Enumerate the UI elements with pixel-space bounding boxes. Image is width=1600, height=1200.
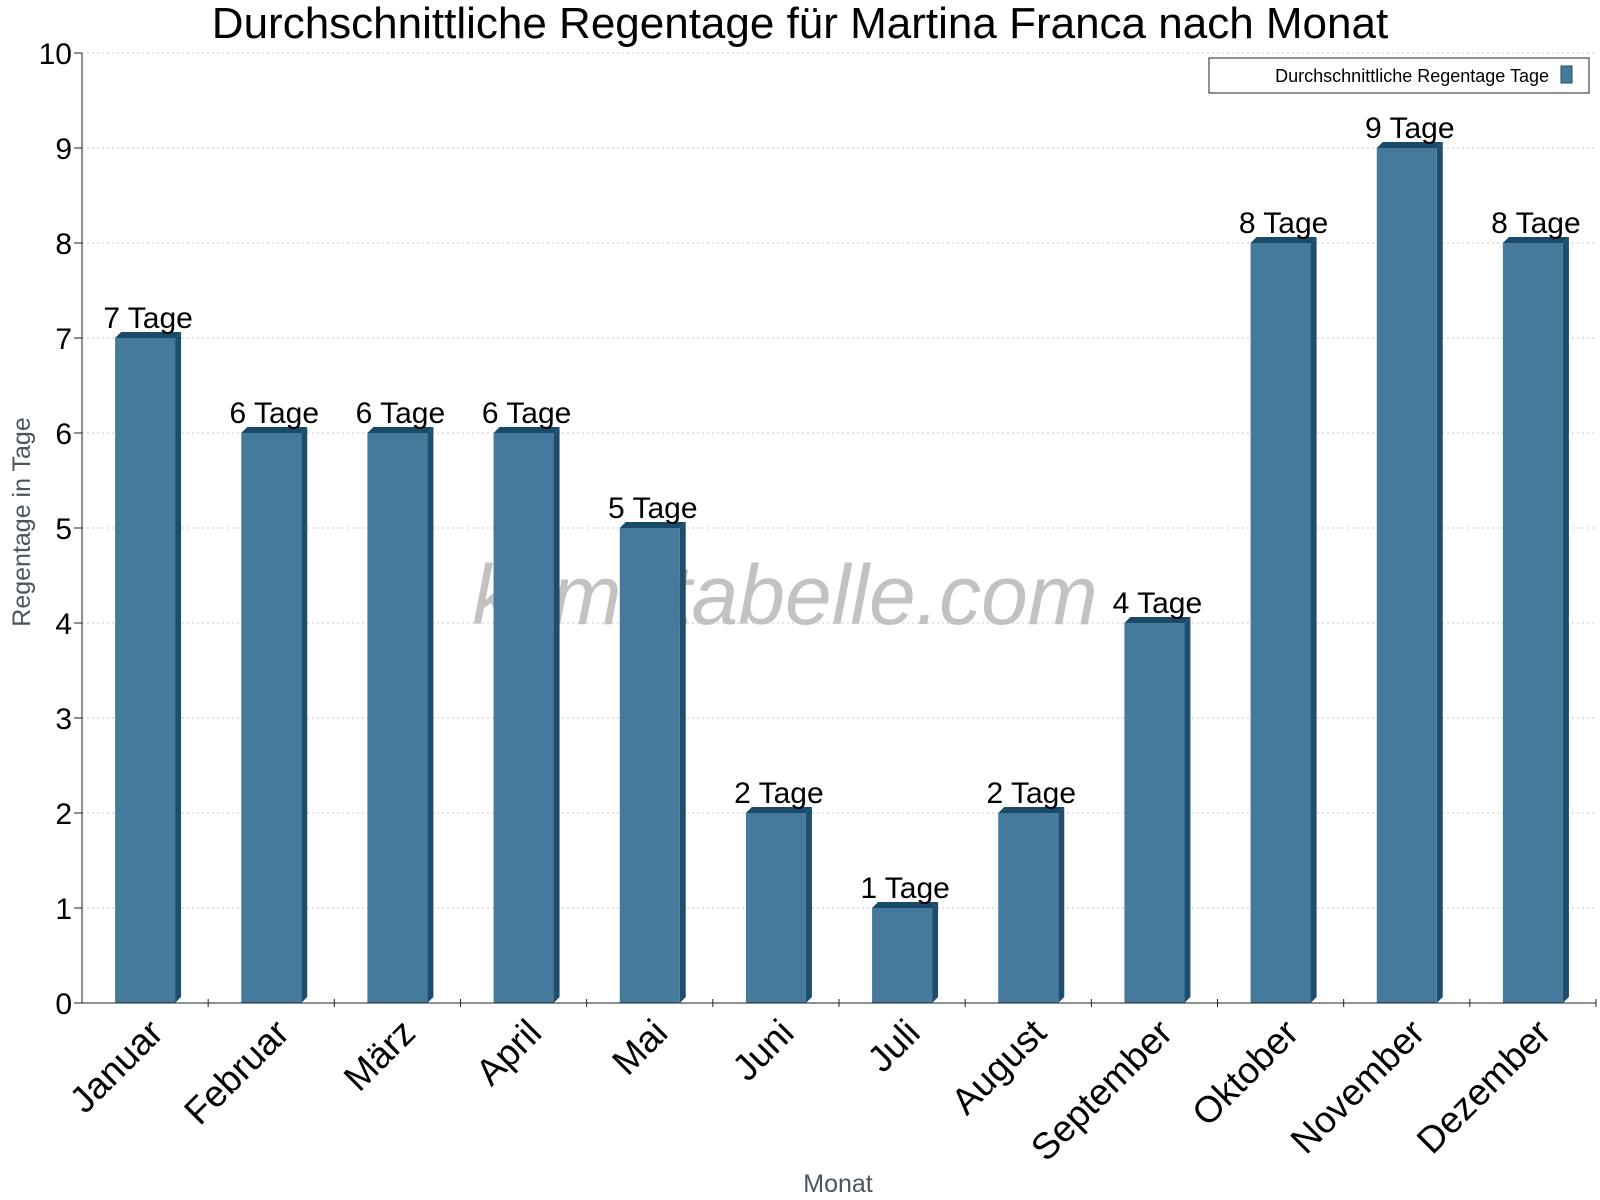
data-label: 2 Tage [734,777,824,810]
data-label: 8 Tage [1239,207,1329,240]
bar-side [679,522,686,1003]
bar-top [1502,237,1569,243]
data-label: 6 Tage [229,397,319,430]
y-tick-label: 4 [55,608,72,641]
bar-top [493,427,560,433]
x-tick-label: Mai [604,1012,675,1083]
data-label: 2 Tage [986,777,1076,810]
legend: Durchschnittliche Regentage Tage [1208,57,1590,94]
x-axis-title: Monat [803,1170,873,1198]
bar [241,433,302,1003]
bar [367,433,428,1003]
bar-top [241,427,308,433]
bar-top [1376,142,1443,148]
data-label: 9 Tage [1365,112,1455,145]
x-tick-label: August [943,1011,1054,1122]
bar [1502,243,1563,1003]
data-label: 6 Tage [356,397,446,430]
x-tick-label: März [336,1012,423,1099]
bar [745,813,806,1003]
y-tick-label: 7 [55,323,72,356]
bar-top [367,427,434,433]
legend-box [1208,57,1590,94]
x-tick-label: Januar [62,1012,171,1121]
bar [493,433,554,1003]
bar-top [1124,617,1191,623]
y-tick-label: 5 [55,513,72,546]
x-tick-label: November [1283,1012,1433,1162]
bar-side [1436,142,1443,1003]
bar-side [932,902,939,1003]
bar-top [745,807,812,813]
bar [115,338,176,1003]
y-axis-title: Regentage in Tage [8,417,36,626]
data-label: 8 Tage [1491,207,1581,240]
data-label: 5 Tage [608,492,698,525]
y-tick-label: 1 [55,893,72,926]
bar-side [1562,237,1569,1003]
y-tick-label: 10 [39,38,72,71]
bar [619,528,680,1003]
bar-side [1310,237,1317,1003]
bar [1376,148,1437,1003]
x-tick-label: Oktober [1184,1012,1306,1134]
y-tick-label: 8 [55,228,72,261]
y-tick-label: 2 [55,798,72,831]
bar-top [998,807,1065,813]
chart-title: Durchschnittliche Regentage für Martina … [212,0,1388,48]
bar-side [553,427,560,1003]
y-tick-label: 9 [55,133,72,166]
gridlines [82,52,1596,909]
bars [115,142,1569,1003]
bar-side [175,332,182,1003]
bar-top [872,902,939,908]
bar-side [1058,807,1065,1003]
bar [1124,623,1185,1003]
bar-side [1184,617,1191,1003]
bar-top [619,522,686,528]
axes: 0 1 2 3 4 5 6 7 8 9 10 [39,38,1597,1021]
bar-side [301,427,308,1003]
bar [1250,243,1311,1003]
data-label: 6 Tage [482,397,572,430]
bar [998,813,1059,1003]
x-tick-label: Juni [725,1012,802,1089]
legend-label: Durchschnittliche Regentage Tage [1275,66,1549,86]
watermark: klimatabelle.com [472,548,1098,642]
x-tick-label: Februar [176,1012,297,1133]
bar-side [805,807,812,1003]
bar-top [115,332,182,338]
x-tick-label: Dezember [1409,1012,1559,1162]
data-label: 4 Tage [1113,587,1203,620]
x-tick-label: Juli [859,1012,927,1080]
y-tick-label: 3 [55,703,72,736]
x-tick-label: April [468,1012,549,1093]
bar [872,908,933,1003]
bar-top [1250,237,1317,243]
bar-side [427,427,434,1003]
data-label: 7 Tage [103,302,193,335]
legend-swatch [1560,65,1573,84]
y-tick-label: 0 [55,988,72,1021]
y-tick-label: 6 [55,418,72,451]
data-label: 1 Tage [860,872,950,905]
